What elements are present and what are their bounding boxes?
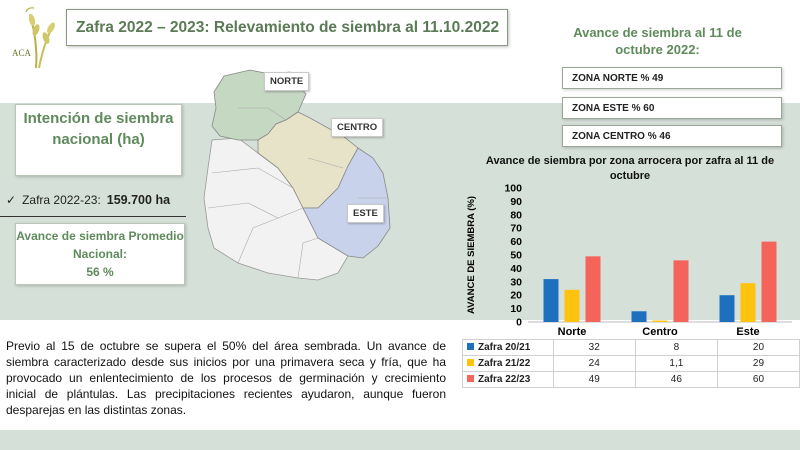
legend-entry: Zafra 20/21 [462, 339, 554, 356]
x-tick-label: Norte [558, 326, 587, 338]
bar [652, 320, 668, 322]
chart-title: Avance de siembra por zona arrocera por … [485, 155, 775, 182]
map-label-norte: NORTE [264, 72, 310, 91]
data-label: 49 [552, 371, 636, 388]
page-title: Zafra 2022 – 2023: Relevamiento de siemb… [76, 18, 500, 36]
zone-este-box: ZONA ESTE % 60 [562, 97, 782, 119]
season-value: 159.700 ha [106, 193, 171, 207]
data-label: 46 [634, 371, 718, 388]
legend-label: Zafra 20/21 [478, 342, 531, 353]
bar [543, 279, 559, 322]
bar [673, 260, 689, 322]
season-line: ✓ Zafra 2022-23: 159.700 ha [6, 193, 170, 207]
national-average-box: Avance de siembra Promedio Nacional: 56 … [15, 223, 185, 285]
bar [740, 283, 756, 322]
map-region-este [302, 147, 391, 259]
legend-swatch [467, 343, 474, 350]
national-average-title: Avance de siembra Promedio Nacional: [16, 229, 184, 261]
data-label: 20 [716, 339, 800, 356]
check-icon: ✓ [6, 193, 17, 207]
national-average-value: 56 % [86, 265, 114, 279]
data-label: 60 [716, 371, 800, 388]
x-tick-label: Este [736, 326, 759, 338]
legend-label: Zafra 22/23 [478, 374, 531, 385]
data-label: 24 [552, 355, 636, 372]
zone-centro-box: ZONA CENTRO % 46 [562, 125, 782, 147]
rice-stalk-icon [25, 7, 55, 69]
y-tick-label: 40 [510, 263, 522, 275]
legend-label: Zafra 21/22 [478, 358, 531, 369]
y-tick-label: 80 [510, 209, 522, 221]
aca-logo: ACA [6, 4, 68, 70]
y-tick-label: 60 [510, 236, 522, 248]
legend-swatch [467, 359, 474, 366]
description-paragraph: Previo al 15 de octubre se supera el 50%… [6, 339, 446, 417]
footer-band [0, 430, 800, 450]
data-label: 32 [552, 339, 636, 356]
bar [719, 295, 735, 322]
data-label: 8 [634, 339, 718, 356]
y-tick-label: 90 [510, 196, 522, 208]
legend-entry: Zafra 21/22 [462, 355, 554, 372]
table-row: Zafra 22/23 49 46 60 [462, 371, 800, 388]
y-tick-label: 100 [504, 183, 522, 195]
y-tick-label: 10 [510, 303, 522, 315]
legend-swatch [467, 375, 474, 382]
data-label: 29 [716, 355, 800, 372]
bar [761, 241, 777, 322]
chart-data-table: Zafra 20/21 32 8 20 Zafra 21/22 24 1,1 29 Zafra … [462, 339, 800, 388]
y-tick-label: 70 [510, 223, 522, 235]
uruguay-map: NORTE CENTRO ESTE [198, 68, 408, 288]
season-label: Zafra 2022-23: [22, 193, 101, 207]
legend-entry: Zafra 22/23 [462, 371, 554, 388]
map-label-centro: CENTRO [331, 118, 384, 137]
page-title-box: Zafra 2022 – 2023: Relevamiento de siemb… [66, 9, 508, 46]
zone-norte-box: ZONA NORTE % 49 [562, 67, 782, 89]
x-tick-label: Centro [642, 326, 678, 338]
map-label-este: ESTE [347, 204, 384, 223]
data-label: 1,1 [634, 355, 718, 372]
bar [631, 311, 647, 322]
intention-title-box: Intención de siembra nacional (ha) [15, 104, 182, 176]
y-axis-label: AVANCE DE SIEMBRA (%) [466, 196, 477, 314]
bar [585, 256, 601, 322]
y-tick-label: 50 [510, 250, 522, 262]
divider [0, 216, 186, 217]
bar [564, 289, 580, 322]
y-tick-label: 20 [510, 290, 522, 302]
y-tick-label: 0 [516, 317, 522, 329]
table-row: Zafra 20/21 32 8 20 [462, 339, 800, 356]
y-tick-label: 30 [510, 276, 522, 288]
logo-text: ACA [12, 48, 32, 58]
advance-heading: Avance de siembra al 11 de octubre 2022: [573, 25, 742, 57]
table-row: Zafra 21/22 24 1,1 29 [462, 355, 800, 372]
